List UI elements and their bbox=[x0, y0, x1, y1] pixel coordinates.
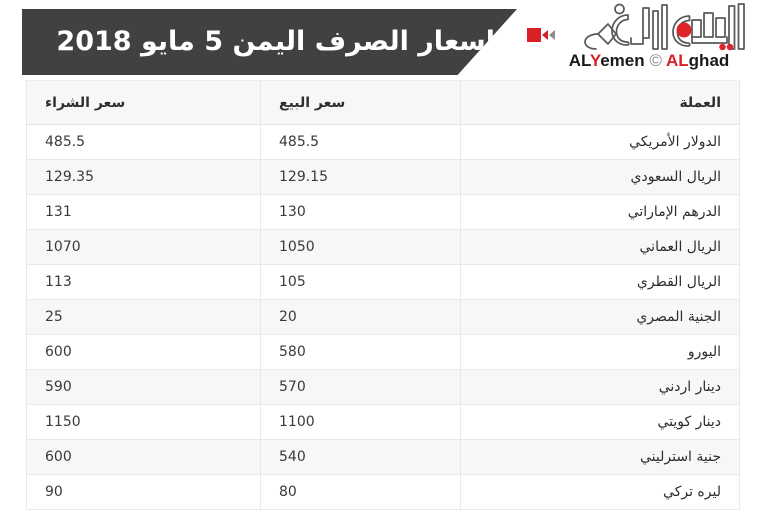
cell-currency-name: دينار كويتي bbox=[460, 404, 740, 440]
cell-buy-price: 590 bbox=[26, 369, 261, 405]
cell-sell-price: 1050 bbox=[260, 229, 461, 265]
table-header: العملة سعر البيع سعر الشراء bbox=[26, 80, 740, 125]
exchange-rates-table: العملة سعر البيع سعر الشراء الدولار الأم… bbox=[26, 80, 740, 510]
cell-buy-price: 90 bbox=[26, 474, 261, 510]
cell-sell-price: 580 bbox=[260, 334, 461, 370]
table-row: جنية استرليني 540 600 bbox=[26, 439, 740, 475]
cell-buy-price: 129.35 bbox=[26, 159, 261, 195]
exchange-rates-table-container: العملة سعر البيع سعر الشراء الدولار الأم… bbox=[26, 80, 740, 510]
cell-currency-name: ليره تركي bbox=[460, 474, 740, 510]
cell-sell-price: 540 bbox=[260, 439, 461, 475]
logo-dot-small-a-icon bbox=[719, 43, 726, 51]
cell-currency-name: الريال القطري bbox=[460, 264, 740, 300]
cell-currency-name: اليورو bbox=[460, 334, 740, 370]
alyemen-alghad-wordmark-icon bbox=[584, 3, 745, 51]
cell-buy-price: 600 bbox=[26, 334, 261, 370]
cell-currency-name: الدولار الأمريكي bbox=[460, 124, 740, 160]
page-header: اسعار الصرف اليمن 5 مايو 2018 bbox=[0, 0, 767, 80]
logo-tagline: ALYemen © ALghad bbox=[559, 51, 739, 71]
table-row: الجنية المصري 20 25 bbox=[26, 299, 740, 335]
cell-currency-name: الجنية المصري bbox=[460, 299, 740, 335]
table-row: دينار اردني 570 590 bbox=[26, 369, 740, 405]
cell-currency-name: دينار اردني bbox=[460, 369, 740, 405]
cell-buy-price: 1070 bbox=[26, 229, 261, 265]
cell-sell-price: 80 bbox=[260, 474, 461, 510]
cell-currency-name: الريال السعودي bbox=[460, 159, 740, 195]
site-logo[interactable]: ALYemen © ALghad bbox=[528, 1, 753, 79]
column-header-buy-price[interactable]: سعر الشراء bbox=[26, 80, 261, 125]
logo-al-1: AL bbox=[568, 51, 590, 70]
logo-dot-large-icon bbox=[676, 22, 692, 38]
table-row: الريال القطري 105 113 bbox=[26, 264, 740, 300]
column-header-sell-price[interactable]: سعر البيع bbox=[260, 80, 461, 125]
table-row: الريال السعودي 129.15 129.35 bbox=[26, 159, 740, 195]
column-header-currency[interactable]: العملة bbox=[460, 80, 740, 125]
cell-sell-price: 129.15 bbox=[260, 159, 461, 195]
cell-buy-price: 113 bbox=[26, 264, 261, 300]
table-row: الدولار الأمريكي 485.5 485.5 bbox=[26, 124, 740, 160]
cell-sell-price: 485.5 bbox=[260, 124, 461, 160]
chevron-left-icon-outer bbox=[549, 30, 555, 40]
cell-buy-price: 600 bbox=[26, 439, 261, 475]
cell-sell-price: 1100 bbox=[260, 404, 461, 440]
cell-sell-price: 570 bbox=[260, 369, 461, 405]
table-body: الدولار الأمريكي 485.5 485.5 الريال السعودي… bbox=[26, 124, 740, 510]
logo-dot-small-b-icon bbox=[726, 43, 734, 51]
logo-al-2: AL bbox=[666, 51, 689, 70]
page-title: اسعار الصرف اليمن 5 مايو 2018 bbox=[56, 26, 495, 58]
cell-buy-price: 485.5 bbox=[26, 124, 261, 160]
table-header-row: العملة سعر البيع سعر الشراء bbox=[26, 80, 740, 125]
logo-emen: emen bbox=[600, 51, 645, 70]
cell-currency-name: الريال العماني bbox=[460, 229, 740, 265]
cell-sell-price: 130 bbox=[260, 194, 461, 230]
table-row: ليره تركي 80 90 bbox=[26, 474, 740, 510]
title-banner: اسعار الصرف اليمن 5 مايو 2018 bbox=[22, 9, 517, 75]
logo-ghad: ghad bbox=[688, 51, 730, 70]
table-row: الدرهم الإماراتي 130 131 bbox=[26, 194, 740, 230]
cell-buy-price: 1150 bbox=[26, 404, 261, 440]
logo-y-accent: Y bbox=[589, 51, 601, 70]
cell-buy-price: 25 bbox=[26, 299, 261, 335]
copyright-symbol: © bbox=[649, 51, 662, 70]
red-square-icon bbox=[527, 28, 541, 42]
table-row: اليورو 580 600 bbox=[26, 334, 740, 370]
cell-currency-name: جنية استرليني bbox=[460, 439, 740, 475]
cell-sell-price: 105 bbox=[260, 264, 461, 300]
table-row: دينار كويتي 1100 1150 bbox=[26, 404, 740, 440]
chevron-left-icon-inner bbox=[542, 30, 548, 40]
cell-sell-price: 20 bbox=[260, 299, 461, 335]
cell-buy-price: 131 bbox=[26, 194, 261, 230]
banner-marker bbox=[527, 28, 555, 42]
table-row: الريال العماني 1050 1070 bbox=[26, 229, 740, 265]
cell-currency-name: الدرهم الإماراتي bbox=[460, 194, 740, 230]
